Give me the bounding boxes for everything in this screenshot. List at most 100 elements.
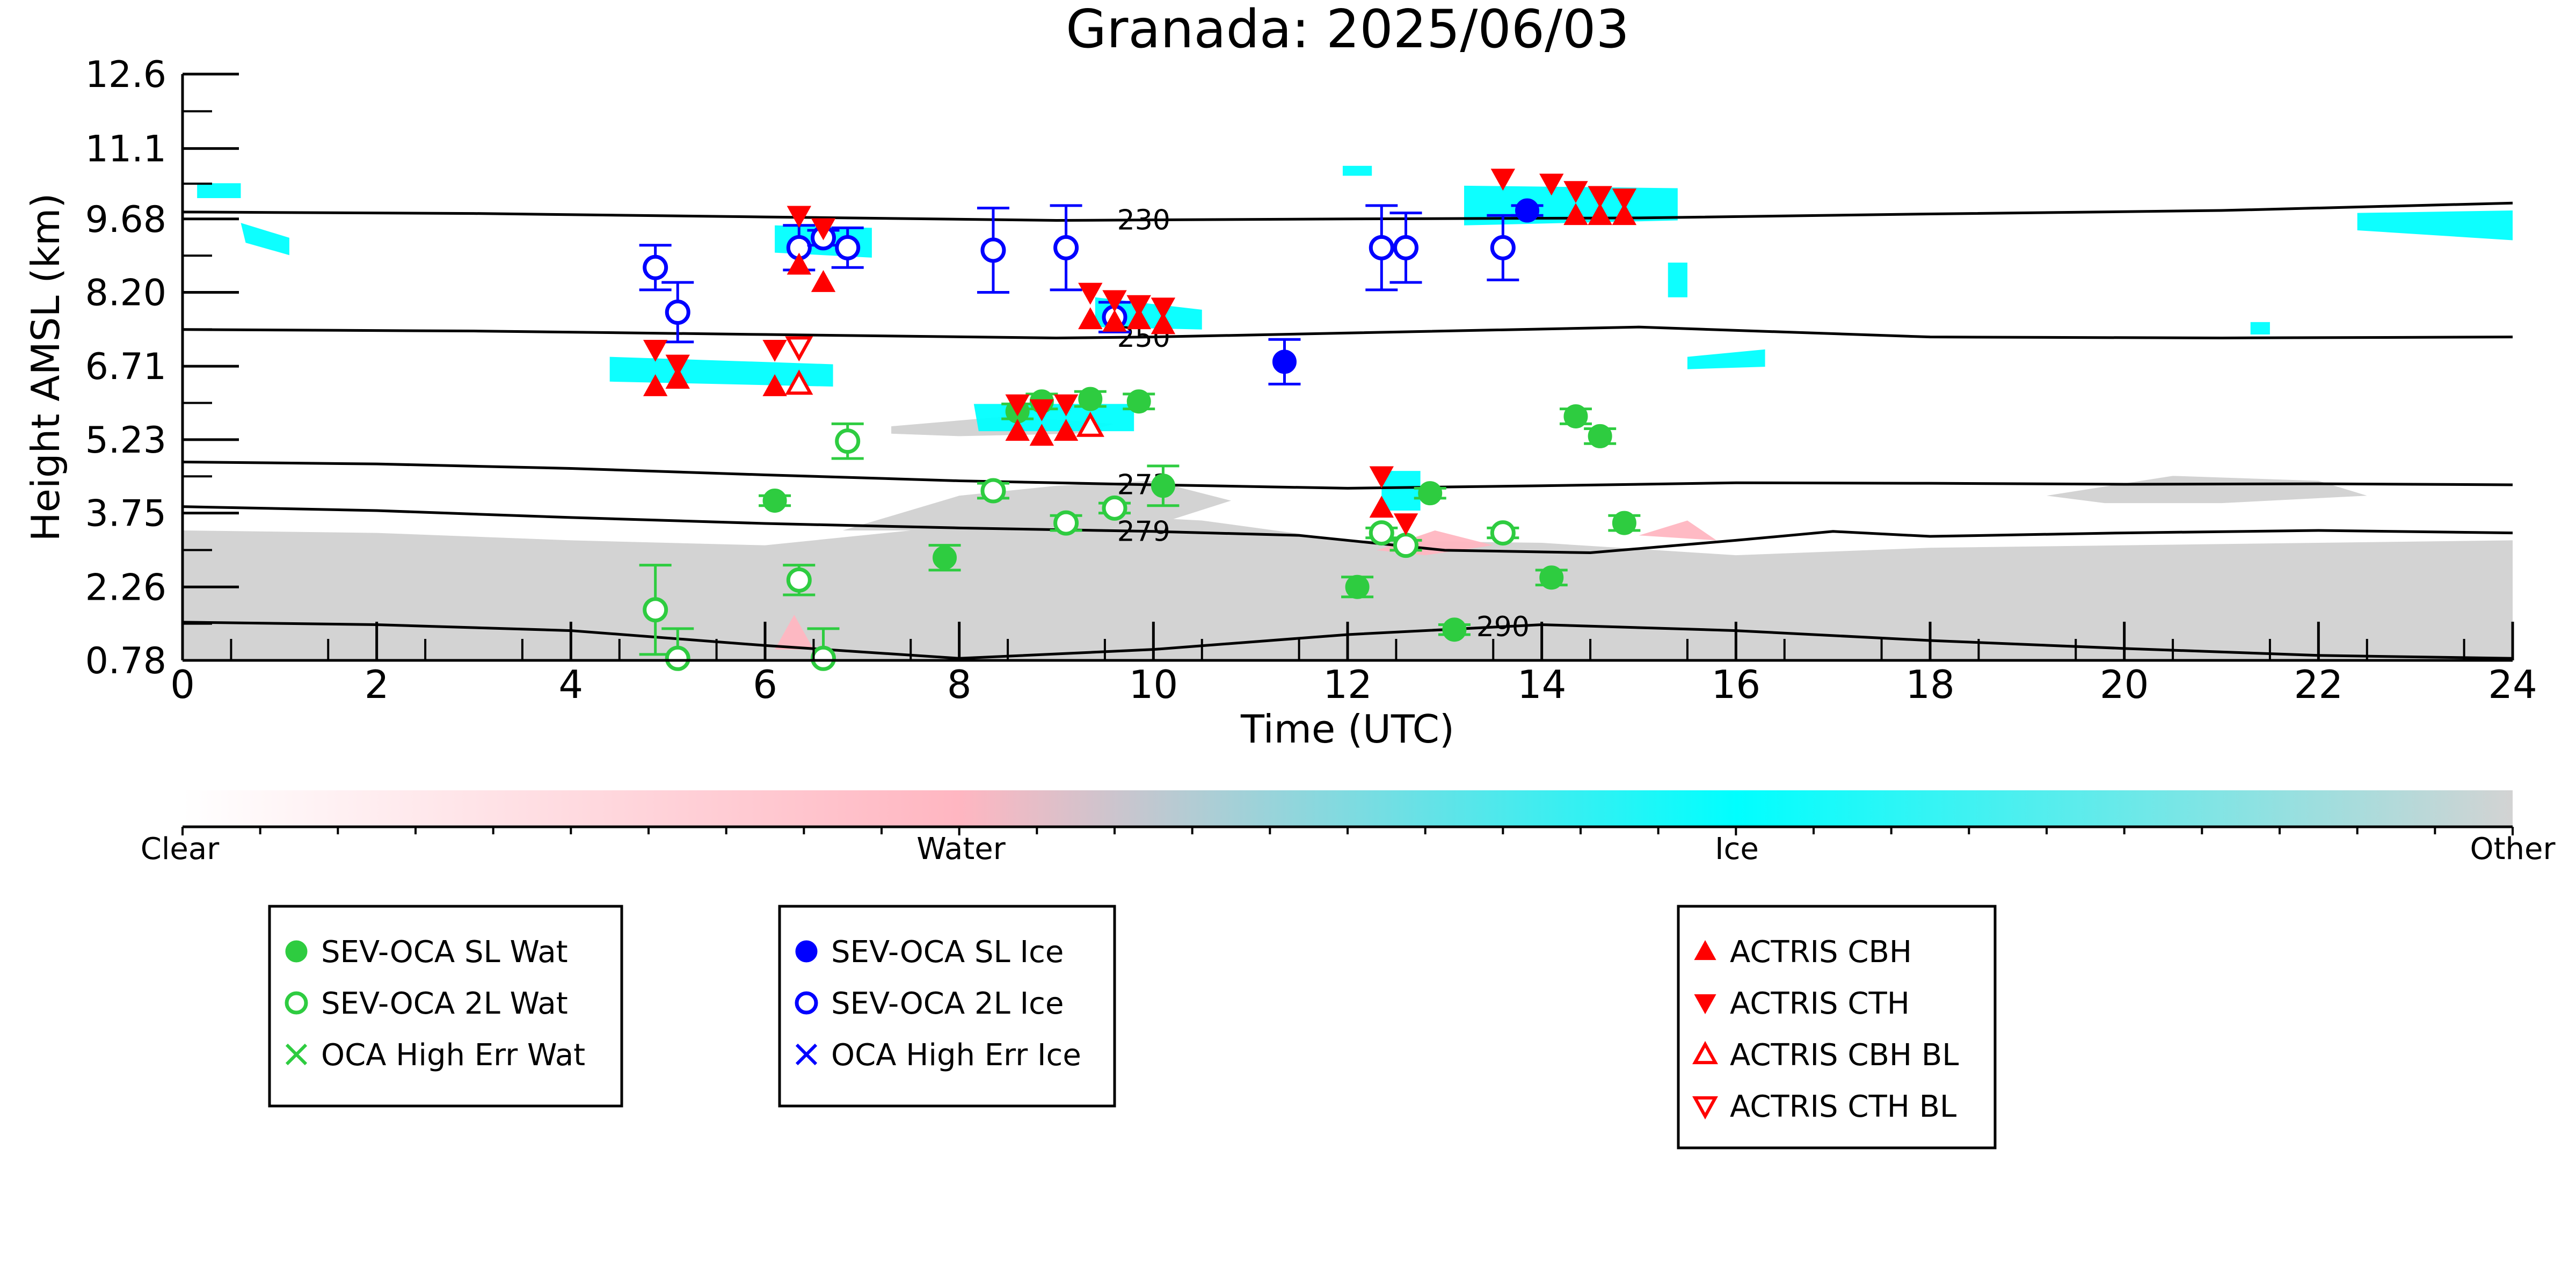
x-tick-label-12: 12 (1323, 662, 1372, 707)
point-sev-oca-sl-wat-8 (1418, 481, 1443, 506)
point-sev-oca-sl-wat-11 (1563, 404, 1588, 428)
phase-region-ice-8 (241, 223, 289, 256)
x-tick-label-8: 8 (947, 662, 972, 707)
point-sev-oca-2l-ice-1 (665, 299, 690, 325)
point-sev-oca-2l-ice-10 (1490, 235, 1516, 260)
legend-label-actris-cth: ACTRIS CTH (1730, 986, 1910, 1021)
point-sev-oca-sl-wat-13 (1612, 511, 1636, 535)
point-actris-cbh-0 (643, 374, 668, 396)
point-actris-cbh-13 (1563, 203, 1588, 225)
x-tick-label-10: 10 (1129, 662, 1178, 707)
point-actris-cth-16 (1563, 181, 1588, 203)
point-sev-oca-2l-wat-7 (1102, 495, 1127, 521)
y-tick-label-3-75: 3.75 (85, 493, 166, 535)
series-actris-cbh-bl (785, 369, 1104, 437)
point-sev-oca-2l-wat-9 (1393, 533, 1418, 558)
legend-marker-sev-oca-2l-ice (795, 991, 818, 1015)
y-tick-label-6-71: 6.71 (85, 346, 166, 388)
point-actris-cbh-8 (1078, 307, 1103, 330)
legend-marker-actris-cth (1694, 994, 1716, 1014)
y-tick-label-5-23: 5.23 (85, 419, 166, 462)
y-tick-label-12-6: 12.6 (85, 54, 166, 96)
point-actris-cth-14 (1490, 169, 1516, 191)
point-sev-oca-2l-ice-8 (1369, 235, 1394, 260)
phase-region-ice-19 (2250, 322, 2270, 335)
y-ticks: 0.78 2.26 3.75 5.23 6.71 8.20 9.68 11.1 12.6 (85, 54, 239, 682)
colorbar-label-ice: Ice (1715, 832, 1759, 867)
legend-frame (268, 905, 623, 1108)
y-tick-label-8-20: 8.20 (85, 272, 166, 314)
x-tick-label-0: 0 (170, 662, 195, 707)
x-tick-label-18: 18 (1905, 662, 1955, 707)
point-actris-cth-10 (1126, 295, 1151, 317)
x-tick-label-16: 16 (1712, 662, 1761, 707)
legend-label-actris-cbh-bl: ACTRIS CBH BL (1730, 1038, 1959, 1073)
phase-region-ice-7 (197, 183, 241, 198)
legend-box-1: SEV-OCA SL Wat SEV-OCA 2L Wat OCA High Err… (268, 905, 623, 1108)
point-sev-oca-2l-wat-0 (643, 597, 668, 623)
contour-label-230: 230 (1117, 205, 1170, 237)
point-sev-oca-sl-wat-9 (1442, 617, 1467, 642)
legend-label-oca-high-err-ice: OCA High Err Ice (831, 1038, 1081, 1073)
series-sev-oca-sl-ice (1268, 198, 1544, 385)
point-sev-oca-sl-wat-5 (1126, 389, 1151, 414)
series-actris-cth (643, 169, 1637, 536)
x-tick-label-20: 20 (2100, 662, 2149, 707)
legend-marker-sev-oca-sl-wat (285, 940, 308, 963)
point-actris-cbh-bl-1 (1076, 411, 1104, 437)
legend-marker-sev-oca-2l-wat (285, 991, 308, 1015)
point-actris-cth-18 (1612, 188, 1637, 211)
point-sev-oca-2l-ice-4 (835, 235, 861, 260)
series-sev-oca-2l-ice (639, 204, 1519, 344)
point-sev-oca-2l-wat-1 (665, 645, 690, 671)
x-ticks: 0 2 4 6 8 10 12 14 16 18 20 22 24 (170, 622, 2537, 707)
phase-region-other-2 (2047, 476, 2367, 504)
colorbar-gradient (183, 790, 2513, 827)
point-sev-oca-sl-ice-1 (1515, 198, 1540, 223)
phase-region-water-6 (1639, 520, 1717, 541)
contour-label-290: 290 (1476, 611, 1530, 643)
point-actris-cbh-10 (1126, 307, 1151, 330)
point-actris-cth-8 (1078, 282, 1103, 305)
point-actris-cbh-bl-0 (785, 369, 813, 395)
x-tick-label-2: 2 (365, 662, 389, 707)
legend-marker-oca-high-err-wat (285, 1043, 308, 1066)
point-actris-cth-5 (1005, 394, 1030, 417)
point-actris-cbh-15 (1612, 203, 1637, 225)
point-actris-cth-4 (811, 218, 836, 241)
point-sev-oca-2l-wat-5 (980, 478, 1006, 504)
colorbar-ticks (181, 827, 2514, 835)
point-actris-cth-6 (1029, 399, 1054, 421)
point-sev-oca-sl-wat-1 (933, 545, 957, 570)
y-axis-label: Height AMSL (km) (23, 193, 68, 542)
x-axis-label: Time (UTC) (1240, 707, 1454, 752)
legend-label-sev-oca-2l-wat: SEV-OCA 2L Wat (321, 986, 568, 1021)
x-tick-label-14: 14 (1517, 662, 1567, 707)
legend-frame (1677, 905, 1997, 1149)
point-sev-oca-2l-ice-6 (1053, 235, 1079, 260)
point-sev-oca-sl-wat-12 (1588, 424, 1612, 448)
x-tick-label-4: 4 (558, 662, 583, 707)
point-actris-cth-9 (1102, 290, 1127, 312)
point-sev-oca-2l-wat-6 (1053, 510, 1079, 536)
point-sev-oca-2l-ice-5 (980, 237, 1006, 263)
x-tick-label-22: 22 (2294, 662, 2344, 707)
point-actris-cth-2 (762, 339, 787, 362)
legend-label-actris-cth-bl: ACTRIS CTH BL (1730, 1089, 1956, 1124)
x-tick-label-6: 6 (753, 662, 777, 707)
series-actris-cth-bl (785, 336, 813, 362)
point-actris-cbh-6 (1029, 424, 1054, 446)
contour-279 (183, 505, 2513, 555)
legend-marker-sev-oca-sl-ice (795, 940, 818, 963)
y-tick-label-2-26: 2.26 (85, 566, 166, 609)
colorbar-label-water: Water (916, 832, 1006, 867)
legend-marker-actris-cbh (1694, 940, 1716, 960)
point-actris-cth-12 (1369, 466, 1394, 489)
y-tick-label-11-1: 11.1 (85, 128, 166, 171)
point-actris-cth-0 (643, 339, 668, 362)
point-sev-oca-2l-wat-3 (811, 645, 836, 671)
point-actris-cth-13 (1393, 513, 1418, 536)
legends: SEV-OCA SL Wat SEV-OCA 2L Wat OCA High Err… (268, 905, 1997, 1149)
y-tick-label-0-78: 0.78 (85, 640, 166, 682)
